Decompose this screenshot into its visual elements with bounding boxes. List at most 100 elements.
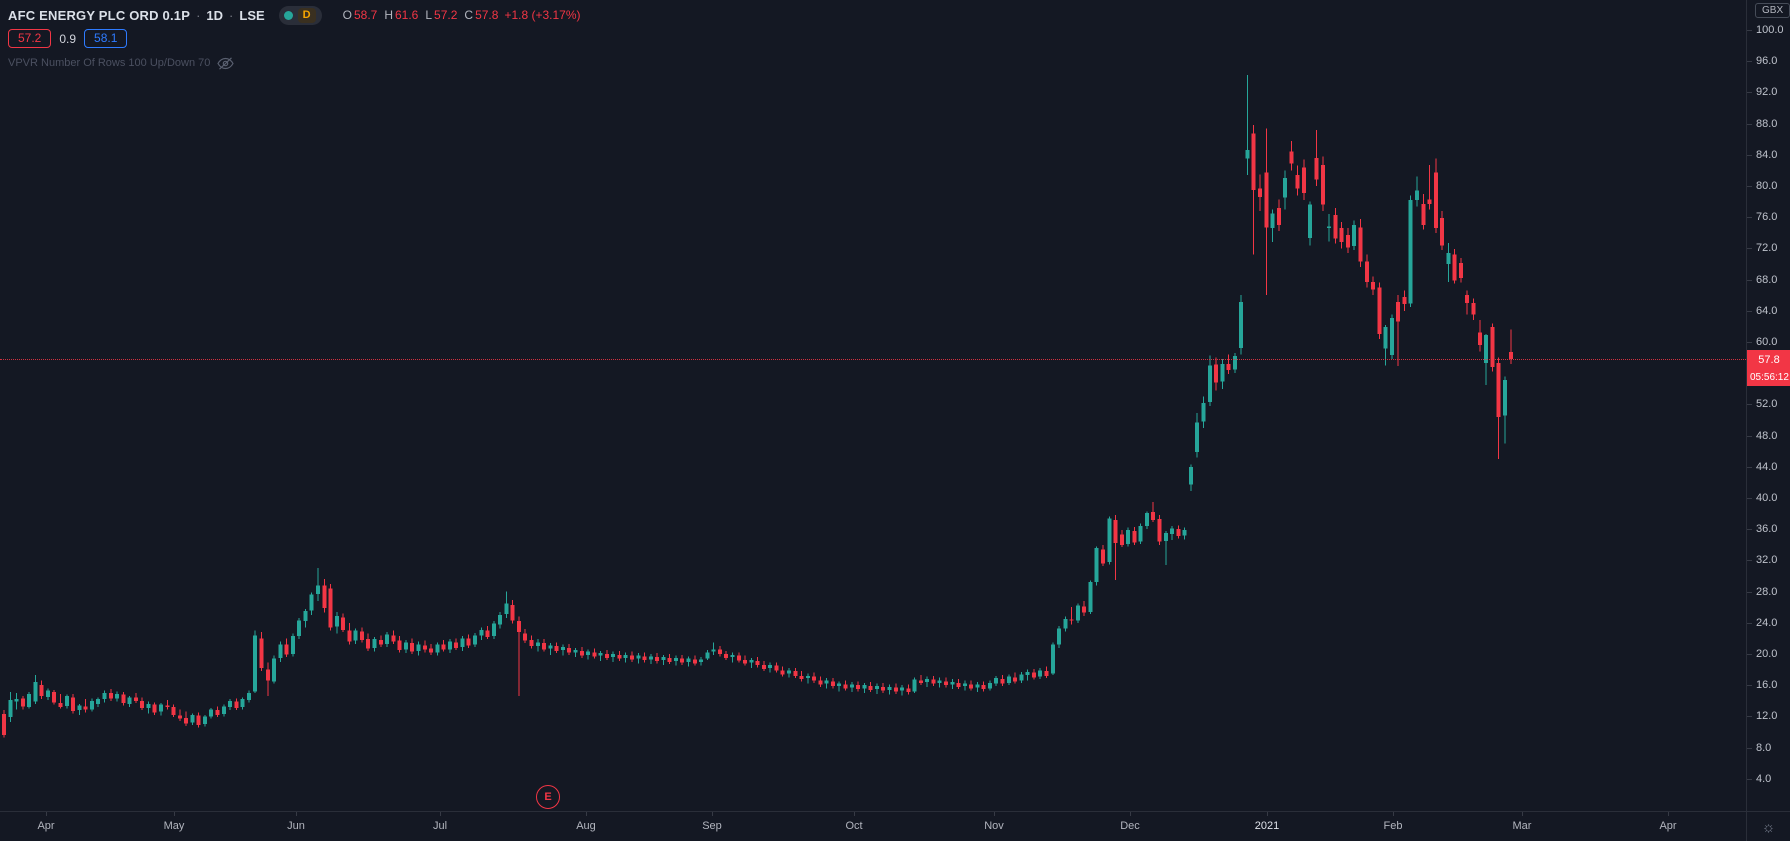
change-value: +1.8 (+3.17%) bbox=[504, 8, 581, 22]
price-tick-label: 100.0 bbox=[1756, 24, 1784, 36]
time-tick-label: Nov bbox=[984, 820, 1004, 832]
close-value: 57.8 bbox=[475, 8, 499, 22]
price-tick-label: 16.0 bbox=[1756, 679, 1778, 691]
price-tick bbox=[1747, 92, 1752, 93]
price-tick bbox=[1747, 404, 1752, 405]
price-tick-label: 52.0 bbox=[1756, 398, 1778, 410]
time-tick-label: Mar bbox=[1512, 820, 1532, 832]
spread-value: 0.9 bbox=[59, 31, 77, 46]
open-label: O bbox=[342, 8, 352, 22]
earnings-marker[interactable]: E bbox=[536, 785, 560, 809]
price-tick bbox=[1747, 30, 1752, 31]
price-scale[interactable]: GBX 100.0 96.0 92.0 88.0 84.0 80.0 76.0 72.0 68.… bbox=[1746, 0, 1790, 811]
bid-ask-row: 57.2 0.9 58.1 bbox=[8, 29, 581, 48]
time-tick-label: Jul bbox=[432, 820, 448, 832]
price-tick bbox=[1747, 560, 1752, 561]
price-tick bbox=[1747, 716, 1752, 717]
time-tick bbox=[440, 812, 441, 816]
separator: · bbox=[196, 7, 201, 23]
visibility-off-icon[interactable] bbox=[217, 56, 235, 70]
price-tick-label: 12.0 bbox=[1756, 710, 1778, 722]
symbol-title[interactable]: AFC ENERGY PLC ORD 0.1P bbox=[8, 7, 191, 23]
high-label: H bbox=[384, 8, 393, 22]
time-tick bbox=[712, 812, 713, 816]
price-tick-label: 64.0 bbox=[1756, 305, 1778, 317]
time-tick-label: Dec bbox=[1120, 820, 1140, 832]
price-tick-label: 96.0 bbox=[1756, 55, 1778, 67]
time-tick-label: 2021 bbox=[1254, 820, 1280, 832]
time-tick-label: Feb bbox=[1383, 820, 1403, 832]
price-tick-label: 92.0 bbox=[1756, 86, 1778, 98]
time-tick bbox=[1130, 812, 1131, 816]
low-label: L bbox=[425, 8, 433, 22]
price-tick bbox=[1747, 186, 1752, 187]
time-tick bbox=[296, 812, 297, 816]
price-tick-label: 40.0 bbox=[1756, 492, 1778, 504]
interval-badge: D bbox=[297, 7, 316, 23]
candlestick-chart[interactable] bbox=[0, 0, 1746, 811]
time-tick bbox=[1522, 812, 1523, 816]
separator: · bbox=[229, 7, 234, 23]
price-tick-label: 44.0 bbox=[1756, 461, 1778, 473]
time-tick-label: Apr bbox=[1659, 820, 1677, 832]
time-tick-label: May bbox=[163, 820, 185, 832]
last-price-line bbox=[0, 359, 1746, 360]
price-tick-label: 36.0 bbox=[1756, 523, 1778, 535]
price-tick bbox=[1747, 592, 1752, 593]
price-tick-label: 72.0 bbox=[1756, 242, 1778, 254]
price-tick-label: 4.0 bbox=[1756, 773, 1772, 785]
time-tick bbox=[174, 812, 175, 816]
price-tick bbox=[1747, 436, 1752, 437]
time-tick bbox=[1668, 812, 1669, 816]
open-value: 58.7 bbox=[353, 8, 378, 22]
price-tick-label: 8.0 bbox=[1756, 742, 1772, 754]
low-value: 57.2 bbox=[434, 8, 458, 22]
ask-button[interactable]: 58.1 bbox=[84, 29, 128, 48]
price-tick-label: 24.0 bbox=[1756, 617, 1778, 629]
sun-icon[interactable]: ☼ bbox=[1761, 818, 1776, 836]
time-tick-label: Jun bbox=[287, 820, 305, 832]
bar-countdown: 05:56:12 bbox=[1747, 369, 1790, 386]
price-tick-label: 20.0 bbox=[1756, 648, 1778, 660]
price-tick-label: 32.0 bbox=[1756, 554, 1778, 566]
price-tick bbox=[1747, 685, 1752, 686]
time-tick-label: Apr bbox=[37, 820, 55, 832]
time-tick-label: Aug bbox=[576, 820, 596, 832]
time-tick bbox=[586, 812, 587, 816]
exchange-label: LSE bbox=[239, 7, 265, 23]
symbol-row: AFC ENERGY PLC ORD 0.1P · 1D · LSE D O 5… bbox=[8, 5, 581, 25]
price-tick-label: 80.0 bbox=[1756, 180, 1778, 192]
price-tick bbox=[1747, 124, 1752, 125]
price-tick bbox=[1747, 467, 1752, 468]
time-tick bbox=[1393, 812, 1394, 816]
price-tick-label: 76.0 bbox=[1756, 211, 1778, 223]
price-tick-label: 48.0 bbox=[1756, 430, 1778, 442]
close-label: C bbox=[464, 8, 474, 22]
scale-settings-corner[interactable]: ☼ bbox=[1746, 811, 1790, 841]
interval-quick-pill[interactable]: D bbox=[278, 5, 322, 25]
price-tick bbox=[1747, 155, 1752, 156]
price-tick-label: 60.0 bbox=[1756, 336, 1778, 348]
time-tick bbox=[1267, 812, 1268, 816]
price-tick-label: 88.0 bbox=[1756, 118, 1778, 130]
interval-label[interactable]: 1D bbox=[206, 7, 224, 23]
price-tick bbox=[1747, 311, 1752, 312]
high-value: 61.6 bbox=[395, 8, 419, 22]
market-status-icon bbox=[283, 10, 293, 20]
price-tick bbox=[1747, 280, 1752, 281]
price-tick bbox=[1747, 623, 1752, 624]
time-tick-label: Sep bbox=[702, 820, 722, 832]
price-tick bbox=[1747, 498, 1752, 499]
time-tick bbox=[46, 812, 47, 816]
indicator-row: VPVR Number Of Rows 100 Up/Down 70 bbox=[8, 56, 581, 70]
ohlc-values: O 58.7 H 61.6 L 57.2 C 57.8 +1.8 (+3.17%… bbox=[338, 8, 581, 22]
time-scale[interactable]: Apr May Jun Jul Aug Sep Oct Nov Dec 2021 Feb Mar Apr bbox=[0, 811, 1746, 841]
currency-toggle[interactable]: GBX bbox=[1755, 3, 1790, 18]
bid-button[interactable]: 57.2 bbox=[8, 29, 52, 48]
time-tick bbox=[994, 812, 995, 816]
price-tick-label: 28.0 bbox=[1756, 586, 1778, 598]
last-price-label: 57.8 bbox=[1747, 350, 1790, 369]
indicator-title[interactable]: VPVR Number Of Rows 100 Up/Down 70 bbox=[8, 57, 211, 69]
price-tick bbox=[1747, 529, 1752, 530]
